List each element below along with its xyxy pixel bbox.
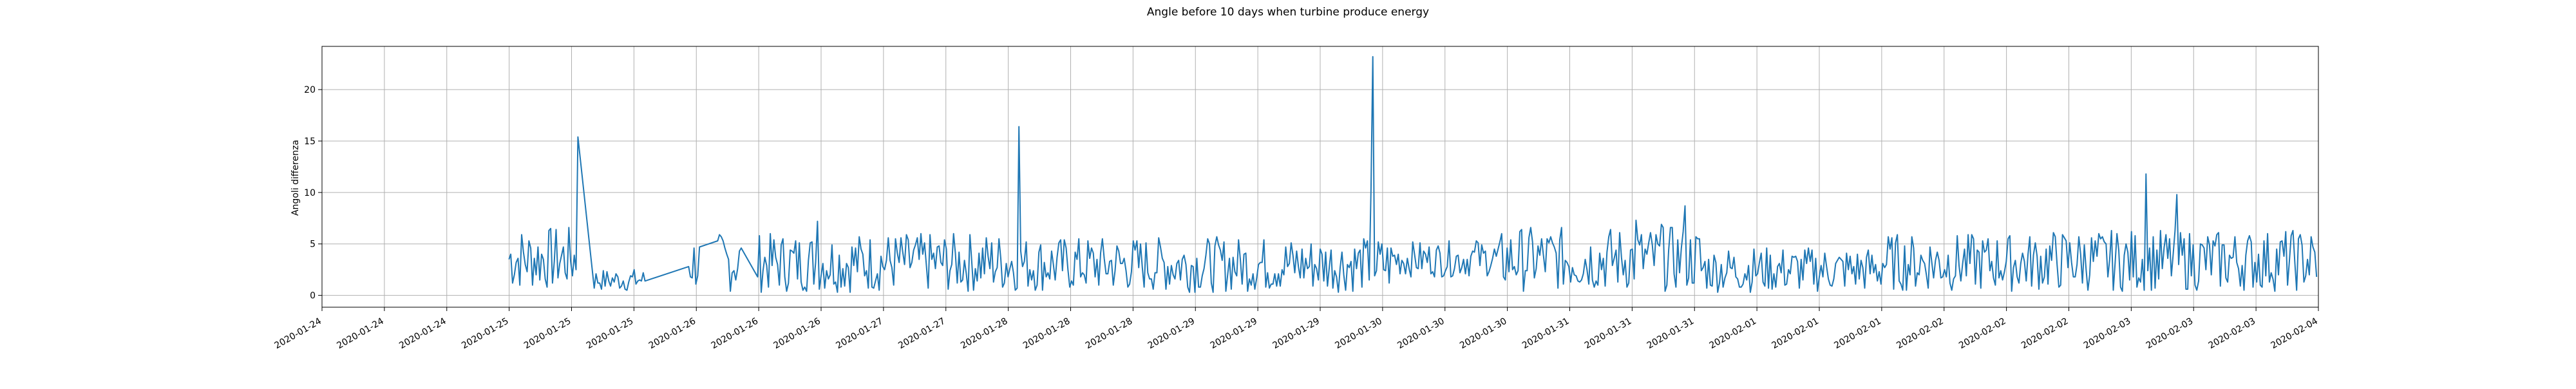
x-tick-label: 2020-01-25: [460, 316, 510, 352]
x-tick-label: 2020-01-30: [1396, 316, 1446, 352]
x-tick-label: 2020-02-03: [2145, 316, 2195, 352]
y-tick-label: 5: [310, 240, 316, 250]
x-tick-label: 2020-01-24: [335, 316, 386, 352]
y-tick-label: 0: [310, 291, 316, 301]
x-tick-label: 2020-01-28: [1021, 316, 1072, 352]
x-tick-label: 2020-02-03: [2207, 316, 2257, 352]
chart-title: Angle before 10 days when turbine produc…: [1147, 6, 1429, 19]
axes: [318, 46, 2319, 311]
x-tick-label: 2020-01-24: [397, 316, 448, 352]
x-tick-label: 2020-01-26: [772, 316, 823, 352]
x-tick-label: 2020-01-30: [1333, 316, 1383, 352]
plot-frame: [321, 46, 2319, 308]
x-tick-label: 2020-01-28: [1084, 316, 1134, 352]
x-tick-label: 2020-01-26: [710, 316, 761, 352]
x-tick-label: 2020-01-26: [647, 316, 698, 352]
x-tick-label: 2020-02-01: [1832, 316, 1882, 352]
x-tick-label: 2020-01-28: [959, 316, 1009, 352]
x-tick-label: 2020-02-04: [2269, 316, 2320, 352]
x-tick-label: 2020-02-03: [2082, 316, 2132, 352]
series-line: [508, 56, 2318, 293]
x-tick-label: 2020-01-25: [585, 316, 635, 352]
x-tick-label: 2020-01-29: [1146, 316, 1197, 352]
x-tick-label: 2020-01-27: [834, 316, 884, 352]
x-tick-label: 2020-01-25: [522, 316, 573, 352]
grid: [321, 46, 2319, 307]
x-tick-label: 2020-01-31: [1645, 316, 1696, 352]
y-tick-label: 15: [304, 137, 316, 147]
x-tick-label: 2020-01-31: [1520, 316, 1571, 352]
y-tick-label: 20: [304, 85, 316, 95]
x-tick-label: 2020-01-24: [273, 316, 324, 352]
y-tick-label: 10: [304, 188, 316, 198]
y-axis-label: Angoli differenza: [290, 140, 301, 216]
x-tick-label: 2020-01-30: [1458, 316, 1508, 352]
series-layer: [508, 56, 2318, 293]
x-tick-label: 2020-02-01: [1708, 316, 1758, 352]
x-tick-label: 2020-02-01: [1770, 316, 1821, 352]
x-tick-label: 2020-02-02: [1957, 316, 2007, 352]
x-tick-label: 2020-02-02: [1895, 316, 1945, 352]
x-tick-label: 2020-01-31: [1583, 316, 1633, 352]
x-tick-label: 2020-02-02: [2020, 316, 2070, 352]
x-tick-label: 2020-01-27: [896, 316, 947, 352]
x-tick-label: 2020-01-29: [1209, 316, 1259, 352]
labels: 2020-01-24 2020-01-24 2020-01-24 2020-01-25…: [273, 85, 2320, 351]
x-tick-label: 2020-01-29: [1271, 316, 1321, 352]
